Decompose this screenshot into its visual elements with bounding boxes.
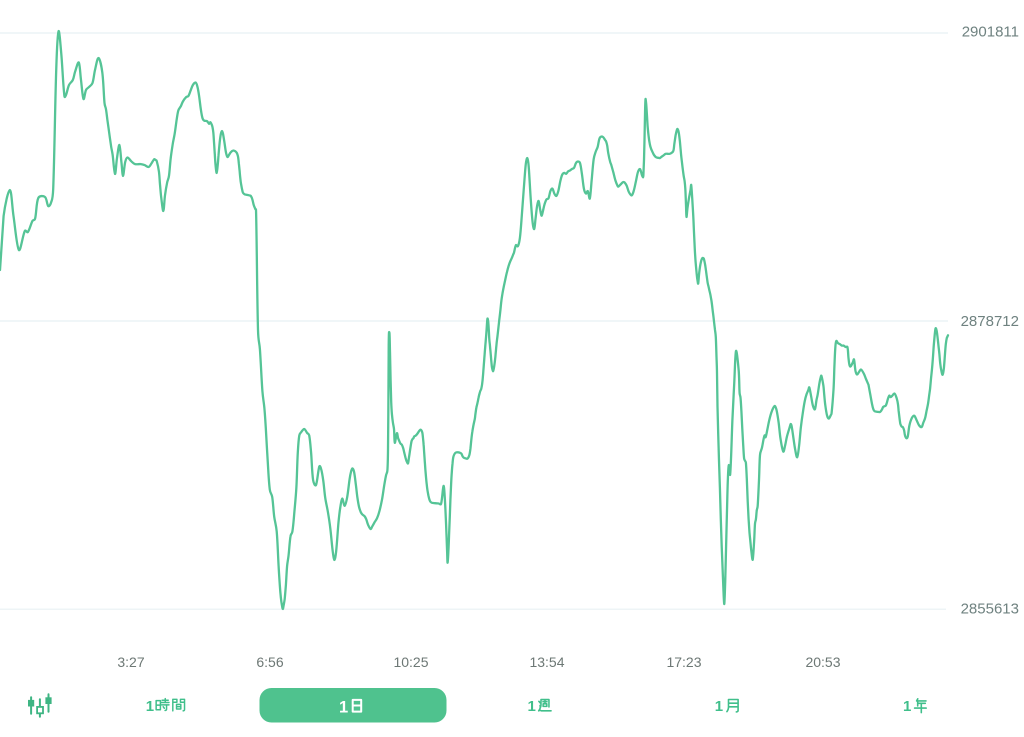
svg-text:1: 1 bbox=[715, 698, 723, 715]
svg-text:1: 1 bbox=[903, 698, 911, 715]
svg-text:17:23: 17:23 bbox=[666, 654, 701, 670]
svg-text:13:54: 13:54 bbox=[529, 654, 564, 670]
svg-text:2855613: 2855613 bbox=[961, 601, 1019, 618]
svg-text:2901811: 2901811 bbox=[962, 24, 1019, 41]
svg-text:3:27: 3:27 bbox=[117, 654, 144, 670]
svg-text:1: 1 bbox=[528, 698, 536, 715]
svg-text:1: 1 bbox=[146, 698, 154, 715]
svg-text:20:53: 20:53 bbox=[805, 654, 840, 670]
svg-text:2878712: 2878712 bbox=[961, 313, 1019, 330]
svg-text:1: 1 bbox=[339, 698, 348, 716]
svg-text:6:56: 6:56 bbox=[256, 654, 283, 670]
svg-text:10:25: 10:25 bbox=[393, 654, 428, 670]
